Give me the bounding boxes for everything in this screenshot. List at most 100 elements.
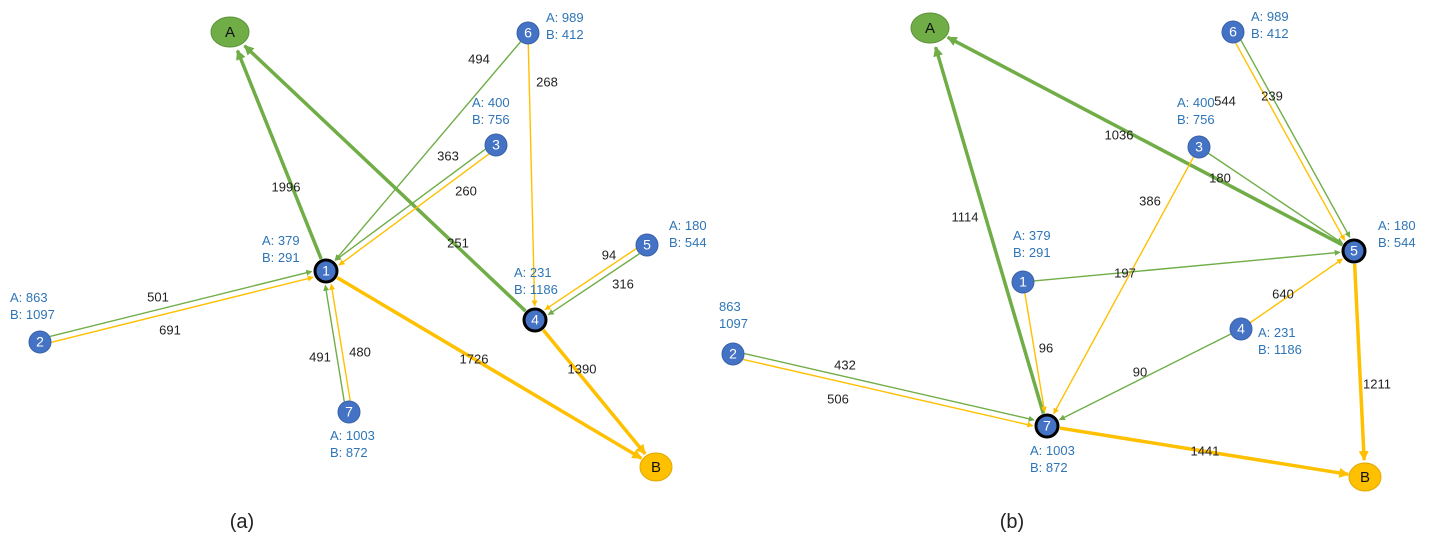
terminal-label: A (225, 24, 235, 41)
node-demand-label: A: 400 (1177, 95, 1215, 110)
edge-layer (49, 40, 647, 460)
edge-6-to-5-gold (1235, 42, 1346, 241)
node-number-label: 4 (1237, 321, 1245, 337)
edge-weight-label: 432 (834, 357, 856, 372)
edge-weight-label: 1726 (460, 351, 489, 366)
node-number-label: 7 (1043, 418, 1051, 434)
node-number-label: 2 (36, 334, 44, 350)
edge-3-to-7-gold (1053, 156, 1195, 415)
node-4-circle (522, 307, 548, 333)
node-demand-label: A: 379 (262, 233, 300, 248)
edge-weight-label: 1390 (568, 361, 597, 376)
node-1-circle (313, 258, 339, 284)
edge-weight-label: 640 (1272, 286, 1294, 301)
edge-weight-label: 501 (147, 289, 169, 304)
node-number-label: 7 (345, 404, 353, 420)
edge-weight-label: 239 (1261, 88, 1283, 103)
edge-weight-label: 691 (159, 322, 181, 337)
node-5-circle (1341, 238, 1367, 264)
node-2-circle (721, 342, 745, 366)
node-layer: A B 1 A: 379 B: 291 2 863 1097 3 A: 400 B: 756 4 A: … (719, 9, 1416, 492)
edge-3-to-1-gold (338, 153, 490, 266)
edge-weight-label: 260 (455, 183, 477, 198)
terminal-a-node (910, 12, 950, 44)
node-demand-label: B: 756 (472, 112, 510, 127)
edge-1-to-7-gold (1024, 292, 1047, 413)
node-demand-label: A: 989 (1251, 9, 1289, 24)
edge-7-to-A-green (933, 46, 1046, 415)
node-demand-label: A: 231 (1258, 325, 1296, 340)
edge-weight-label: 94 (602, 247, 616, 262)
node-demand-label: B: 872 (330, 445, 368, 460)
edge-4-to-B-gold (541, 328, 647, 455)
node-5-circle (635, 233, 659, 257)
terminal-label: B (651, 459, 661, 476)
node-demand-label: A: 180 (669, 218, 707, 233)
panel-caption: (b) (1000, 511, 1024, 533)
edge-6-to-1-green (334, 40, 522, 261)
edge-label-layer: 1996 251 1726 1390 494 268 363 260 501 691 491 480 9… (147, 51, 634, 376)
edge-weight-label: 544 (1214, 93, 1236, 108)
edge-weight-label: 494 (468, 51, 490, 66)
node-number-label: 1 (1019, 274, 1027, 290)
edge-weight-label: 90 (1133, 364, 1147, 379)
edge-2-to-7-gold (742, 358, 1034, 428)
node-number-label: 5 (1350, 243, 1358, 259)
node-3-circle (484, 133, 508, 157)
edge-6-to-5-green (1240, 39, 1351, 238)
node-number-label: 1 (322, 263, 330, 279)
edge-1-to-5-green (1033, 249, 1341, 282)
terminal-a-node (210, 16, 250, 48)
edge-4-to-7-green (1058, 333, 1232, 421)
edge-7-to-1-gold (329, 283, 351, 401)
node-demand-label: B: 1186 (514, 282, 558, 297)
edge-weight-label: 1441 (1191, 443, 1220, 458)
edge-weight-label: 480 (349, 344, 371, 359)
node-6-circle (516, 21, 540, 45)
node-number-label: 5 (643, 237, 651, 253)
edge-layer (742, 35, 1369, 478)
edge-1-to-B-gold (336, 276, 643, 460)
edge-5-to-B-gold (1352, 263, 1369, 462)
edge-weight-label: 180 (1209, 170, 1231, 185)
edge-4-to-A-green (243, 44, 527, 313)
node-number-label: 4 (531, 312, 539, 328)
terminal-label: B (1360, 469, 1370, 486)
node-demand-label: A: 1003 (1030, 443, 1075, 458)
node-demand-label: B: 544 (669, 235, 707, 250)
edge-weight-label: 1996 (272, 179, 301, 194)
node-number-label: 6 (1229, 24, 1237, 40)
node-number-label: 3 (492, 137, 500, 153)
node-demand-label: B: 412 (1251, 26, 1289, 41)
edge-weight-label: 1114 (952, 209, 979, 224)
node-demand-label: A: 231 (514, 265, 552, 280)
node-demand-label: B: 291 (262, 250, 300, 265)
edge-5-to-4-green (547, 253, 640, 316)
edge-2-to-1-green (49, 269, 313, 338)
node-7-circle (1034, 413, 1060, 439)
node-demand-label: B: 544 (1378, 235, 1416, 250)
edge-5-to-4-gold (544, 248, 637, 311)
edge-2-to-7-green (744, 352, 1035, 422)
node-demand-label: A: 400 (472, 95, 510, 110)
edge-2-to-1-gold (51, 275, 314, 343)
edge-1-to-A-green (235, 49, 323, 260)
node-number-label: 6 (524, 25, 532, 41)
edge-weight-label: 386 (1139, 193, 1161, 208)
node-4-circle (1229, 317, 1253, 341)
edge-weight-label: 268 (536, 74, 558, 89)
node-demand-label: B: 1097 (10, 307, 55, 322)
edge-weight-label: 197 (1114, 265, 1136, 280)
node-demand-label: A: 379 (1013, 228, 1051, 243)
node-7-circle (337, 400, 361, 424)
edge-7-to-B-gold (1059, 426, 1350, 478)
node-demand-label: A: 1003 (330, 428, 375, 443)
node-demand-label: 863 (719, 299, 741, 314)
node-1-circle (1011, 270, 1035, 294)
node-demand-label: B: 872 (1030, 460, 1068, 475)
node-demand-label: A: 863 (10, 290, 48, 305)
terminal-b-node (1348, 462, 1382, 492)
